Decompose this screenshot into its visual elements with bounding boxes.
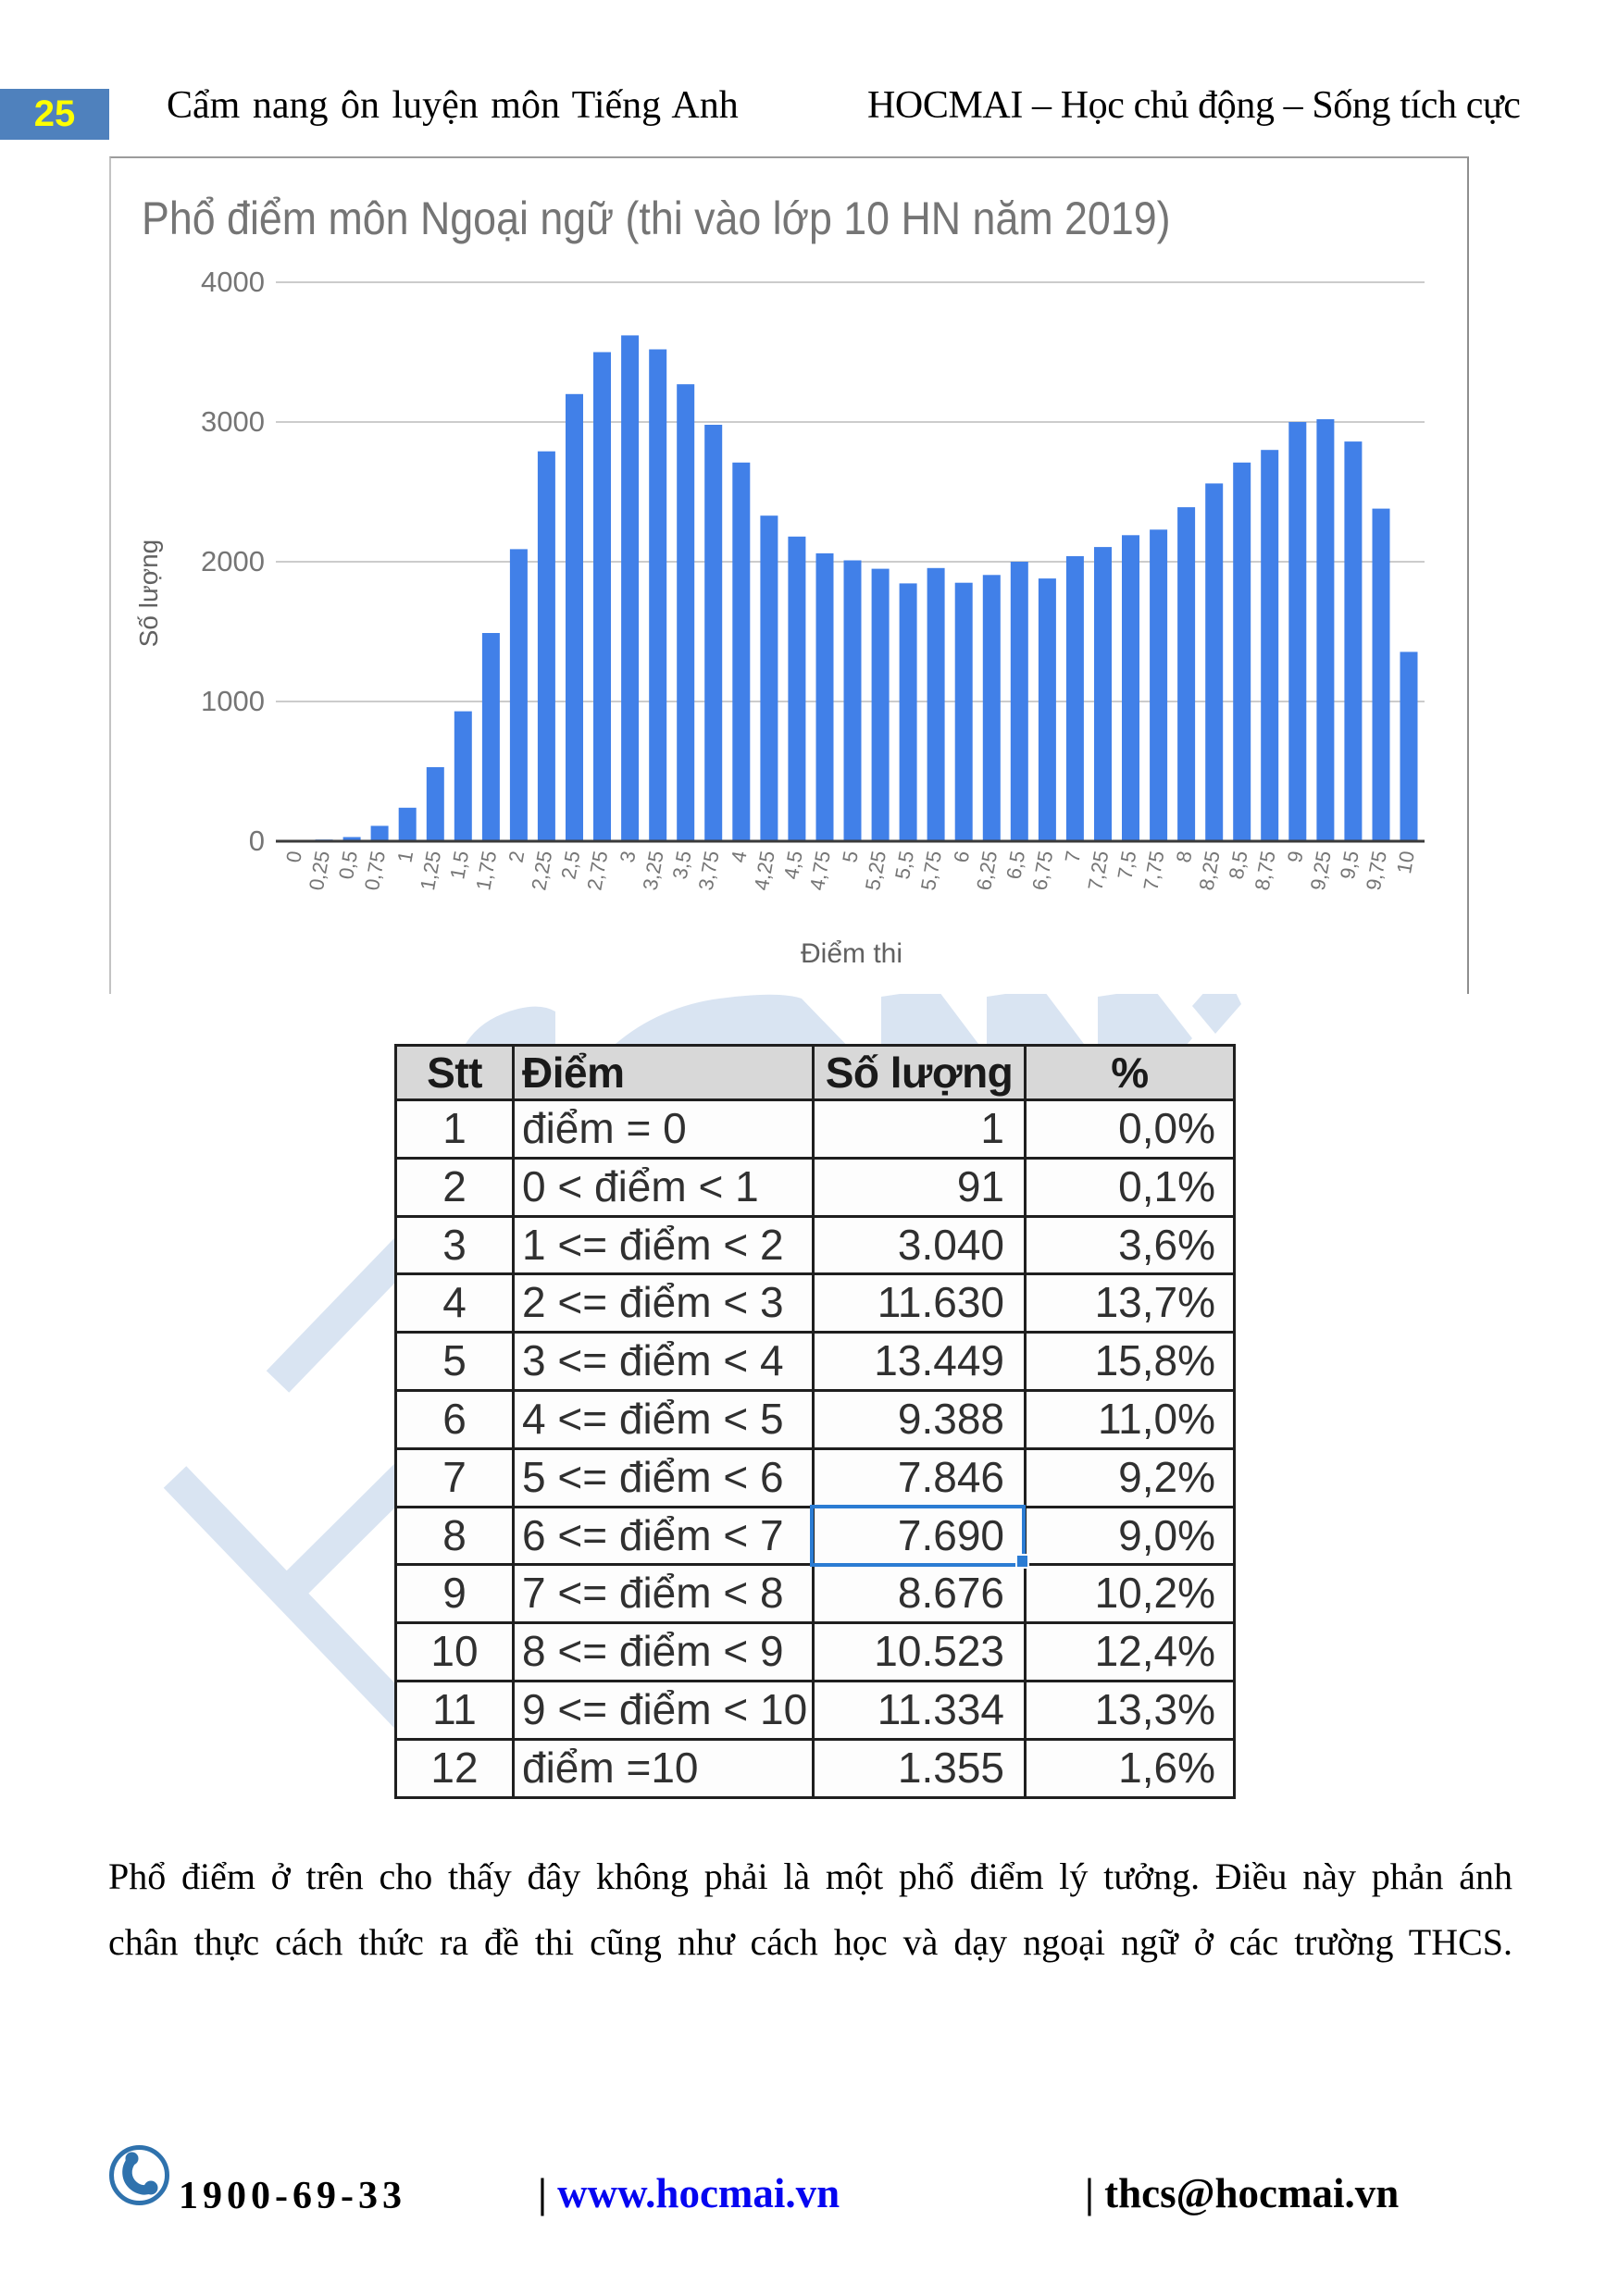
svg-text:2000: 2000 (201, 545, 265, 577)
svg-text:4: 4 (727, 850, 752, 864)
svg-text:1,25: 1,25 (416, 850, 445, 893)
svg-text:5,5: 5,5 (890, 850, 918, 881)
svg-text:0,5: 0,5 (334, 850, 362, 881)
svg-text:3,5: 3,5 (668, 850, 696, 881)
svg-text:8,5: 8,5 (1225, 850, 1252, 881)
svg-text:7: 7 (1061, 850, 1086, 864)
svg-text:9,25: 9,25 (1306, 850, 1336, 893)
svg-text:9,5: 9,5 (1336, 850, 1363, 881)
svg-text:4,75: 4,75 (805, 850, 835, 893)
svg-text:7,75: 7,75 (1139, 850, 1168, 893)
svg-text:4000: 4000 (201, 266, 265, 298)
svg-text:1: 1 (392, 850, 417, 864)
svg-text:2,5: 2,5 (556, 850, 584, 881)
svg-text:3,25: 3,25 (639, 850, 668, 893)
svg-text:8,25: 8,25 (1195, 850, 1225, 893)
svg-text:9,75: 9,75 (1362, 850, 1391, 893)
svg-text:5,75: 5,75 (916, 850, 946, 893)
svg-text:7,5: 7,5 (1113, 850, 1140, 881)
svg-text:2: 2 (504, 850, 529, 864)
svg-text:0,25: 0,25 (305, 850, 334, 893)
svg-text:8,75: 8,75 (1251, 850, 1280, 893)
svg-text:6,25: 6,25 (972, 850, 1002, 893)
svg-text:6,75: 6,75 (1027, 850, 1057, 893)
svg-text:2,25: 2,25 (527, 850, 556, 893)
svg-text:1,75: 1,75 (471, 850, 501, 893)
svg-text:3,75: 3,75 (694, 850, 724, 893)
svg-text:6: 6 (949, 850, 974, 864)
svg-text:2,75: 2,75 (582, 850, 612, 893)
svg-text:10: 10 (1392, 850, 1419, 875)
svg-text:5,25: 5,25 (861, 850, 890, 893)
svg-text:0: 0 (281, 850, 306, 864)
svg-text:5: 5 (838, 850, 863, 864)
svg-text:0: 0 (249, 825, 265, 857)
svg-text:1,5: 1,5 (445, 850, 473, 881)
svg-text:3000: 3000 (201, 405, 265, 438)
svg-text:9: 9 (1283, 850, 1308, 864)
svg-text:6,5: 6,5 (1002, 850, 1029, 881)
svg-text:1000: 1000 (201, 685, 265, 717)
svg-text:8: 8 (1172, 850, 1197, 864)
svg-text:4,25: 4,25 (750, 850, 779, 893)
svg-text:Điểm thi: Điểm thi (801, 938, 902, 969)
svg-text:Số lượng: Số lượng (134, 540, 163, 648)
svg-text:7,25: 7,25 (1083, 850, 1113, 893)
svg-text:3: 3 (616, 850, 641, 864)
svg-text:4,5: 4,5 (779, 850, 807, 881)
svg-text:0,75: 0,75 (360, 850, 390, 893)
